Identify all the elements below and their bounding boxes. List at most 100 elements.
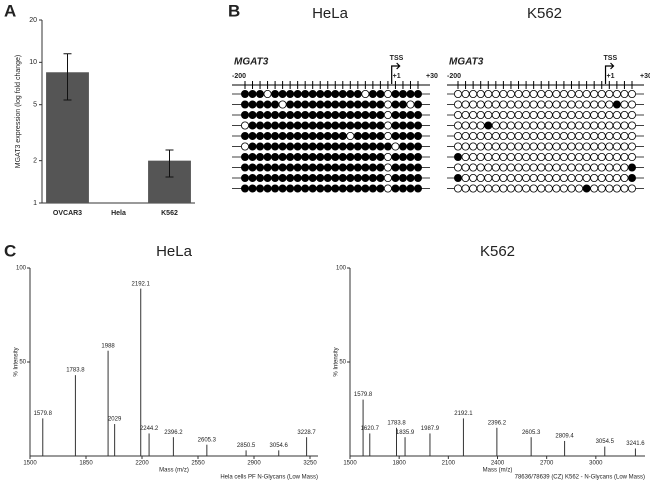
cpg-site (323, 173, 332, 182)
y-tick-label: 50 (19, 360, 26, 366)
y-tick-label: 10 (29, 59, 37, 66)
position-label: +30 (426, 73, 438, 80)
cpg-site (256, 142, 265, 151)
cpg-site (469, 152, 478, 161)
peak-label: 3054.6 (270, 443, 289, 449)
x-tick-label: K562 (161, 210, 178, 217)
cpg-site (529, 142, 538, 151)
cpg-site (461, 100, 470, 109)
cpg-site (491, 121, 500, 130)
cpg-site (240, 184, 249, 193)
cpg-site (544, 163, 553, 172)
cpg-site (413, 163, 422, 172)
cpg-site (301, 163, 310, 172)
cpg-site (559, 184, 568, 193)
cpg-site (240, 163, 249, 172)
cpg-site (537, 173, 546, 182)
cpg-site (346, 131, 355, 140)
cpg-site (323, 121, 332, 130)
cpg-site (476, 142, 485, 151)
cpg-site (575, 111, 584, 120)
cpg-site (537, 163, 546, 172)
gene-label: MGAT3 (234, 57, 269, 68)
cpg-site (346, 111, 355, 120)
cpg-site (323, 184, 332, 193)
peak-label: 3054.5 (596, 439, 615, 445)
cpg-site (476, 184, 485, 193)
cpg-site (278, 100, 287, 109)
cpg-site (256, 152, 265, 161)
cpg-site (271, 142, 280, 151)
cpg-site (240, 173, 249, 182)
cpg-site (567, 121, 576, 130)
cpg-site (346, 121, 355, 130)
cpg-site (346, 100, 355, 109)
cpg-site (331, 173, 340, 182)
cpg-site (248, 152, 257, 161)
cpg-site (240, 100, 249, 109)
cpg-site (522, 163, 531, 172)
cpg-site (331, 90, 340, 99)
cpg-site (559, 152, 568, 161)
cpg-site (590, 142, 599, 151)
cpg-site (499, 90, 508, 99)
cpg-site (522, 111, 531, 120)
cpg-site (240, 142, 249, 151)
cpg-site (293, 100, 302, 109)
y-axis-label: % Intensity (334, 347, 340, 376)
cpg-site (484, 131, 493, 140)
cpg-site (286, 100, 295, 109)
cpg-site (597, 121, 606, 130)
cpg-site (398, 163, 407, 172)
cpg-site (256, 184, 265, 193)
cpg-site (552, 173, 561, 182)
cpg-site (398, 90, 407, 99)
cpg-site (491, 184, 500, 193)
cpg-site (316, 90, 325, 99)
cpg-site (628, 100, 637, 109)
peak-label: 2192.1 (132, 281, 151, 287)
cpg-site (413, 90, 422, 99)
cpg-site (620, 131, 629, 140)
cpg-site (278, 90, 287, 99)
peak-label: 2192.1 (454, 411, 473, 417)
cpg-site (293, 163, 302, 172)
cpg-site (353, 111, 362, 120)
cpg-site (316, 142, 325, 151)
cpg-site (383, 121, 392, 130)
cpg-site (256, 131, 265, 140)
cpg-site (590, 111, 599, 120)
cpg-site (506, 173, 515, 182)
y-axis-label: MGAT3 expression (log fold change) (15, 55, 22, 168)
cpg-site (575, 163, 584, 172)
cpg-site (484, 90, 493, 99)
cpg-site (484, 173, 493, 182)
cpg-site (338, 173, 347, 182)
y-tick-label: 20 (29, 17, 37, 24)
peak-label: 1783.8 (387, 420, 406, 426)
cpg-site (331, 111, 340, 120)
cpg-site (544, 184, 553, 193)
cpg-site (293, 184, 302, 193)
cpg-site (353, 163, 362, 172)
cpg-site (383, 142, 392, 151)
cpg-site (461, 90, 470, 99)
peak-label: 1988 (101, 343, 115, 349)
cpg-site (499, 173, 508, 182)
cpg-site (567, 163, 576, 172)
cpg-site (514, 131, 523, 140)
cpg-site (597, 111, 606, 120)
cpg-site (582, 163, 591, 172)
x-tick-label: 1500 (343, 461, 357, 467)
cpg-site (597, 131, 606, 140)
cpg-site (544, 142, 553, 151)
x-tick-label: 3000 (589, 461, 603, 467)
cpg-site (476, 111, 485, 120)
cpg-site (612, 142, 621, 151)
cpg-site (537, 90, 546, 99)
cpg-site (514, 111, 523, 120)
cpg-site (506, 100, 515, 109)
cpg-site (522, 90, 531, 99)
cpg-site (575, 184, 584, 193)
position-label: +30 (640, 73, 650, 80)
